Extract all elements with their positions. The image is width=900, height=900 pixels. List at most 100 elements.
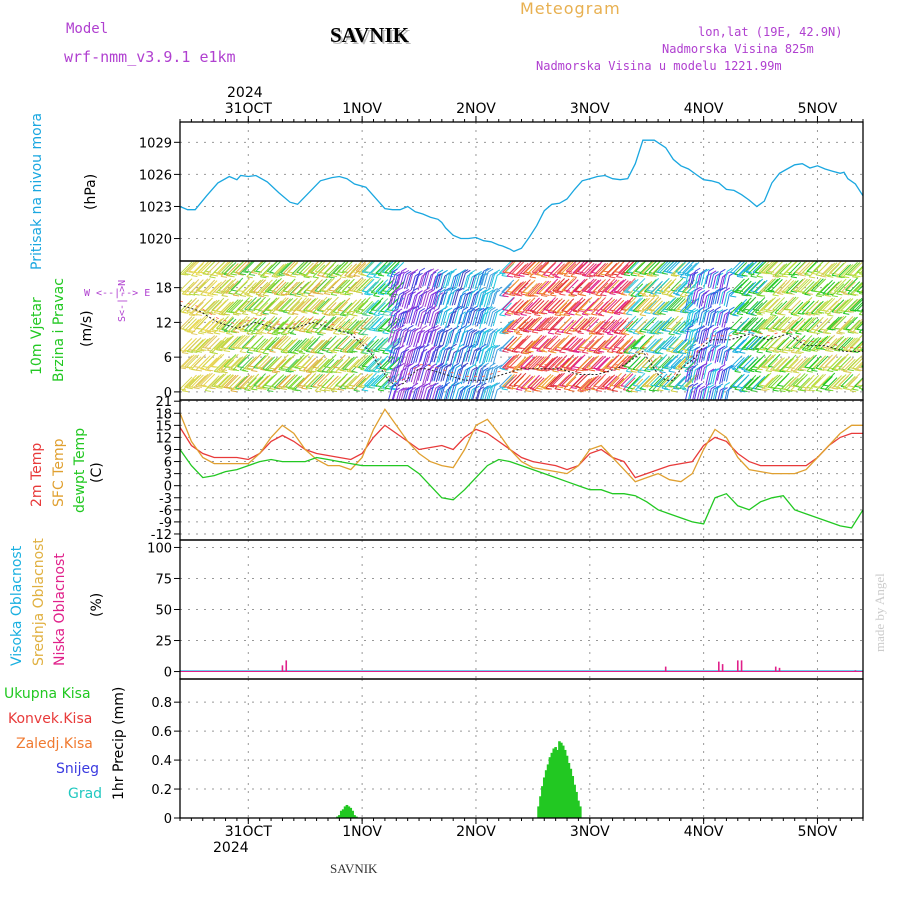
wind-barb-flag (362, 351, 369, 354)
wind-barb (792, 318, 806, 332)
wind-barb-flag (595, 389, 602, 392)
wind-barb (716, 312, 721, 327)
wind-barb (364, 335, 377, 349)
wind-barb (285, 374, 298, 388)
wind-barb (310, 358, 323, 372)
wind-barb-flag (765, 311, 772, 314)
wind-barb (732, 302, 745, 316)
wind-barb (570, 264, 584, 277)
wind-barb (218, 301, 232, 315)
wind-barb (440, 311, 446, 326)
wind-barb-flag (850, 390, 857, 393)
wind-barb-flag (804, 313, 811, 316)
wind-barb (698, 349, 703, 363)
wind-barb (239, 298, 253, 312)
wind-barb (822, 334, 836, 348)
wind-barb-flag (476, 270, 482, 275)
wind-barb (536, 338, 550, 352)
wind-barb (186, 319, 200, 332)
wind-barb (703, 295, 708, 310)
wind-barb-flag (373, 295, 380, 298)
wind-barb-flag (618, 332, 625, 335)
wind-barb (795, 374, 808, 387)
wind-barb (193, 261, 206, 273)
wind-barb (246, 321, 260, 334)
wind-barb-flag (854, 275, 861, 278)
wind-barb-flag (797, 312, 804, 315)
wind-barb-flag (611, 273, 618, 276)
wind-barb (216, 261, 229, 275)
wind-barb-flag (207, 349, 214, 352)
wind-barb (520, 318, 534, 331)
wind-barb (273, 263, 287, 277)
wind-barb-flag (278, 294, 285, 297)
wind-barb (545, 261, 558, 273)
wind-barb-flag (575, 313, 582, 316)
wind-barb (509, 261, 522, 274)
wind-barb (785, 296, 799, 310)
wind-barb (401, 293, 407, 308)
wind-barb-flag (595, 294, 602, 297)
wind-barb (531, 335, 545, 349)
wind-barb (659, 335, 672, 349)
wind-barb (504, 374, 518, 388)
wind-barb (230, 335, 244, 348)
wind-barb (373, 264, 386, 278)
wind-barb (488, 385, 494, 400)
wind-barb-flag (772, 294, 779, 297)
wind-barb-flag (478, 307, 485, 312)
wind-barb (422, 309, 428, 324)
wind-barb-flag (324, 313, 331, 316)
wind-barb-flag (371, 327, 378, 330)
wind-barb (641, 373, 655, 387)
wind-barb (637, 340, 650, 354)
precip-bar (544, 770, 548, 818)
wind-barb-flag (541, 275, 548, 278)
precip-bar (539, 796, 542, 818)
wind-barb (443, 389, 448, 400)
wind-barb (763, 354, 776, 367)
y-tick-label: 0 (164, 812, 172, 827)
wind-barb (355, 317, 369, 330)
precip-frozen-label: Zaledj.Kisa (16, 736, 93, 752)
wind-barb (195, 374, 209, 387)
wind-barb (672, 339, 686, 353)
wind-barb (698, 330, 703, 344)
wind-barb (650, 337, 663, 351)
wind-barb-flag (446, 307, 453, 312)
wind-barb-flag (513, 331, 520, 334)
wind-barb (447, 367, 453, 382)
wind-barb-flag (525, 294, 532, 297)
wind-barb-flag (836, 276, 843, 279)
wind-barb (795, 300, 808, 314)
wind-barb (271, 300, 285, 314)
y-tick-label: 0 (164, 386, 172, 401)
wind-barb (184, 337, 197, 351)
wind-barb-flag (373, 276, 380, 279)
wind-barb-flag (538, 328, 546, 331)
wind-barb (413, 370, 419, 385)
wind-barb (397, 313, 403, 328)
wind-barb (262, 300, 276, 314)
wind-barb-flag (609, 292, 616, 295)
wind-barb (460, 294, 466, 310)
wind-barb (351, 278, 364, 292)
wind-barb-flag (260, 276, 267, 279)
wind-barb (556, 374, 570, 388)
wind-barb (556, 357, 570, 371)
wind-barb-flag (467, 328, 473, 333)
wind-barb (375, 355, 389, 369)
wind-barb-flag (469, 308, 476, 313)
wind-barb-flag (701, 327, 708, 332)
wind-barb-flag (847, 310, 854, 313)
wind-barb-flag (492, 308, 498, 313)
wind-barb-flag (541, 350, 548, 353)
wind-barb-flag (191, 350, 198, 353)
wind-barb-flag (611, 389, 618, 392)
wind-barb-flag (748, 348, 755, 351)
wind-barb (710, 389, 714, 400)
wind-barb-flag (424, 287, 430, 292)
wind-barb (470, 388, 475, 400)
wind-barb-flag (380, 387, 387, 390)
wind-barb-flag (462, 345, 469, 350)
